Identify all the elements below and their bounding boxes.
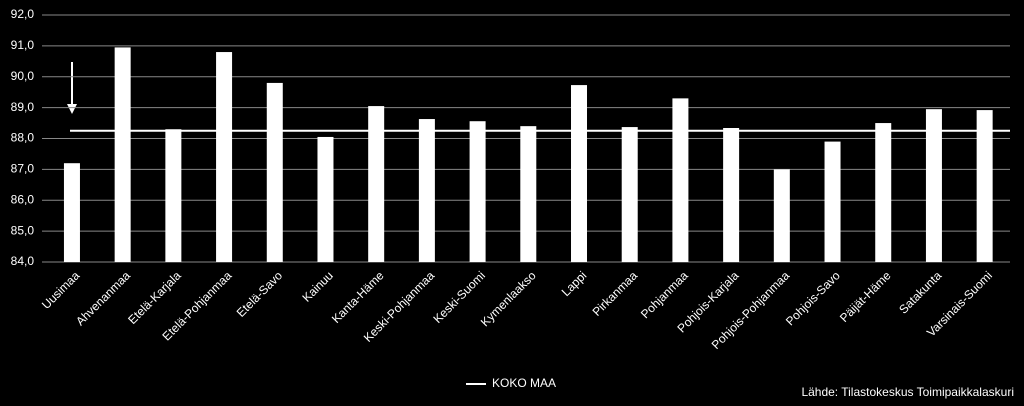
x-tick-label: Kainuu: [300, 268, 336, 304]
bar: [976, 110, 993, 262]
x-tick-label: Satakunta: [896, 268, 944, 316]
bar: [824, 141, 841, 262]
x-tick-label: Etelä-Savo: [234, 268, 286, 320]
x-tick-label: Päijät-Häme: [837, 268, 894, 325]
legend-label: KOKO MAA: [492, 376, 556, 390]
bar: [63, 163, 80, 262]
bar: [773, 169, 790, 262]
bar: [216, 52, 233, 262]
y-tick-label: 88,0: [11, 131, 35, 145]
y-tick-label: 87,0: [11, 162, 35, 176]
bar: [368, 106, 385, 262]
bar: [672, 98, 689, 262]
bar: [114, 47, 131, 263]
bar: [875, 123, 892, 262]
y-tick-label: 90,0: [11, 69, 35, 83]
x-tick-label: Ahvenanmaa: [73, 268, 133, 328]
bar: [621, 127, 638, 262]
bar: [266, 82, 283, 262]
x-tick-label: Uusimaa: [39, 268, 83, 312]
x-tick-label: Pirkanmaa: [590, 268, 641, 319]
bar: [925, 109, 942, 262]
bar: [723, 128, 740, 262]
y-tick-label: 89,0: [11, 100, 35, 114]
x-tick-label: Pohjanmaa: [638, 268, 691, 321]
y-tick-label: 92,0: [11, 7, 35, 21]
bar: [317, 136, 334, 262]
bar: [418, 119, 435, 262]
source: Lähde: Tilastokeskus Toimipaikkalaskuri: [801, 385, 1014, 399]
y-tick-label: 84,0: [11, 254, 35, 268]
x-tick-label: Lappi: [559, 268, 590, 299]
y-tick-label: 86,0: [11, 192, 35, 206]
y-tick-label: 91,0: [11, 38, 35, 52]
bar: [520, 126, 537, 263]
arrow-head: [67, 104, 77, 114]
bar: [469, 121, 486, 263]
x-tick-label: Pohjois-Savo: [783, 268, 843, 328]
bar: [571, 85, 588, 263]
y-tick-label: 85,0: [11, 223, 35, 237]
bar: [165, 129, 182, 262]
